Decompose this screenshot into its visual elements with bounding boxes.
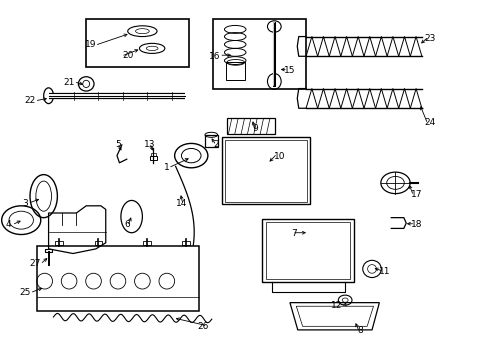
Bar: [95, 241, 102, 245]
Text: 16: 16: [209, 52, 220, 61]
Text: 27: 27: [29, 259, 41, 268]
Text: 2: 2: [213, 140, 219, 149]
Bar: [225, 140, 307, 202]
Text: 12: 12: [331, 301, 343, 310]
Text: 13: 13: [144, 140, 155, 149]
Text: 6: 6: [125, 220, 131, 229]
Text: 19: 19: [84, 40, 96, 49]
Bar: [151, 153, 156, 156]
Text: 5: 5: [115, 140, 121, 149]
Text: 21: 21: [64, 78, 75, 87]
Bar: [226, 62, 245, 80]
Text: 11: 11: [379, 267, 391, 276]
Text: 4: 4: [6, 220, 11, 229]
Text: 9: 9: [252, 123, 258, 132]
Text: 18: 18: [411, 220, 423, 229]
Text: 25: 25: [20, 288, 31, 297]
Text: 10: 10: [274, 152, 286, 161]
Bar: [266, 222, 350, 279]
Text: 17: 17: [411, 190, 423, 199]
Bar: [205, 135, 218, 147]
Bar: [37, 246, 198, 311]
Bar: [182, 241, 190, 245]
Text: 22: 22: [24, 96, 36, 105]
Bar: [213, 19, 306, 89]
Text: 14: 14: [176, 199, 187, 208]
Text: 8: 8: [357, 326, 363, 335]
Text: 26: 26: [198, 322, 209, 331]
Bar: [55, 241, 63, 245]
Bar: [150, 156, 157, 160]
Text: 20: 20: [122, 51, 133, 60]
Bar: [262, 220, 354, 282]
Bar: [45, 249, 52, 252]
Bar: [227, 118, 275, 134]
Text: 24: 24: [425, 118, 436, 127]
Text: 7: 7: [291, 229, 297, 238]
Text: 1: 1: [164, 163, 169, 172]
Text: 3: 3: [22, 199, 27, 208]
Text: 15: 15: [284, 66, 295, 75]
Bar: [221, 137, 311, 204]
Bar: [86, 19, 189, 67]
Bar: [144, 241, 151, 245]
Text: 23: 23: [425, 34, 436, 43]
